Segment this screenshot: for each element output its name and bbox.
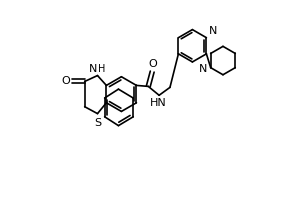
Text: N: N xyxy=(209,26,217,36)
Text: S: S xyxy=(94,118,101,128)
Text: O: O xyxy=(148,59,157,69)
Text: HN: HN xyxy=(150,98,166,108)
Text: O: O xyxy=(61,76,70,86)
Text: N: N xyxy=(89,64,97,74)
Text: H: H xyxy=(98,64,106,74)
Text: N: N xyxy=(199,64,208,74)
